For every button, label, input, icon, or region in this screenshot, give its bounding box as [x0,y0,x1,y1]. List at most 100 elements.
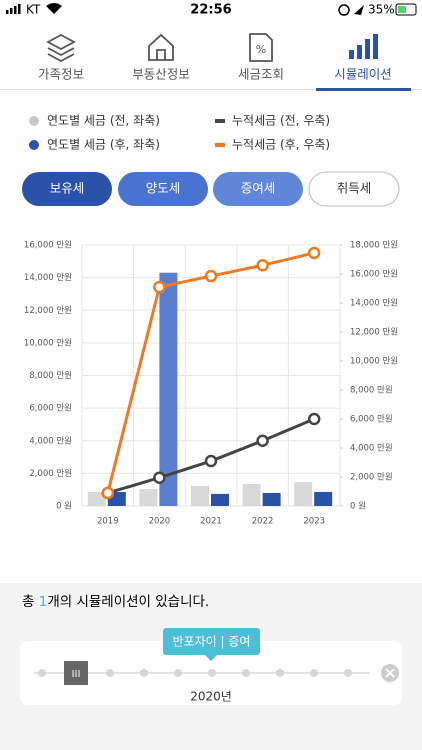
clock: 22:56 [190,3,231,18]
bar [314,491,333,506]
bar [294,482,313,506]
tax-button-label: 양도세 [146,181,181,196]
y2-tick-label: 10,000 만원 [350,357,398,367]
slider-dot [38,669,46,677]
tax-button[interactable] [308,171,400,207]
summary-text: 개의 시뮬레이션이 있습니다. [47,594,209,610]
bar [262,492,281,506]
tab-underline [316,88,411,91]
battery-level [398,6,406,13]
signal [14,6,17,14]
bar [159,272,178,506]
y2-tick-label: 0 원 [350,502,366,512]
bar [191,485,209,506]
line-point [307,246,321,260]
tab-label[interactable]: 부동산정보 [132,67,190,82]
icon-bar [357,45,362,59]
slider-handle[interactable] [64,661,88,685]
handle-label: III [72,669,81,680]
battery [395,3,417,16]
slider-dot [106,669,114,677]
y2-tick-label: 4,000 만원 [350,444,393,454]
line-point [204,454,218,468]
y2-tick-label: 12,000 만원 [350,328,398,338]
tax-button[interactable] [22,172,112,206]
x-tick-label: 2020 [149,517,171,527]
slider-dot [276,669,284,677]
y-tick-label: 12,000 만원 [24,306,72,316]
slider-dot [140,669,148,677]
bar [139,489,158,506]
line-point [101,486,115,500]
y-tick-label: 0 원 [56,502,72,512]
signal [10,8,13,14]
location-icon [354,5,364,15]
tab-icons: % [46,33,273,63]
legend-label: 연도별 세금 (전, 좌축) [47,114,160,128]
signal [18,4,21,14]
y2-tick-label: 2,000 만원 [350,473,393,483]
bar [87,491,106,506]
signal [6,10,9,14]
line-point [256,259,269,272]
slider-dot [242,669,250,677]
tax-button[interactable] [213,172,303,206]
x-tick-label: 2019 [97,517,119,527]
slider-dot [344,669,352,677]
line-point [153,280,166,294]
carrier: KT [26,3,41,17]
y2-tick-label: 18,000 만원 [350,241,398,251]
lock-icon [338,4,350,16]
bar [242,483,261,506]
slider-dot [174,669,182,677]
doc-icon [249,33,273,62]
x-tick-label: 2023 [303,517,325,527]
line-point [204,269,218,283]
y-tick-label: 14,000 만원 [24,273,72,283]
legend-marker [29,140,39,150]
y2-tick-label: 6,000 만원 [350,415,393,425]
legend: 연도별 세금 (전, 좌축) 연도별 세금 (후, 좌축) 누적세금 (전, 우축)… [29,114,330,152]
line-point [256,434,269,447]
y2-tick-label: 8,000 만원 [350,386,393,396]
tab-label[interactable]: 시뮬레이션 [334,67,392,82]
tax-button-label: 보유세 [50,181,85,196]
y-tick-label: 8,000 만원 [29,371,72,381]
wifi-icon [46,3,62,14]
icon-bar [349,50,354,59]
bar [211,493,229,506]
year-label: 2020년 [190,690,232,704]
tax-button[interactable] [118,172,208,206]
legend-marker [215,143,225,147]
y2-tick-label: 16,000 만원 [350,270,398,280]
tax-button-label: 증여세 [241,181,276,196]
legend-marker [29,116,39,126]
home-icon [148,33,174,61]
y-tick-label: 4,000 만원 [29,436,72,446]
tab-label[interactable]: 가족정보 [38,67,84,82]
tooltip [163,628,260,655]
legend-label: 누적세금 (후, 우축) [232,138,330,152]
slider-dot [310,669,318,677]
y-tick-label: 2,000 만원 [29,469,72,479]
tooltip-arrow [205,655,217,661]
slider-dot [208,669,216,677]
y-tick-label: 10,000 만원 [24,338,72,348]
summary: 총 1개의 시뮬레이션이 있습니다. [22,594,209,610]
y-tick-label: 6,000 만원 [29,404,72,414]
tooltip-text: 반포자이 | 증여 [173,635,251,649]
y2-tick-label: 14,000 만원 [350,299,398,309]
y-tick-label: 16,000 만원 [24,241,72,251]
close-icon [385,668,395,678]
tax-buttons: 보유세 양도세 증여세 취득세 [22,171,400,207]
x-tick-label: 2021 [200,517,222,527]
tax-button-label: 취득세 [337,181,372,196]
legend-label: 연도별 세금 (후, 좌축) [47,138,160,152]
legend-marker [215,119,225,123]
icon-bar [373,34,378,59]
tabs: 가족정보 부동산정보 세금조회 시뮬레이션 [38,67,392,82]
tab-label[interactable]: 세금조회 [238,67,284,82]
chart-icon [349,34,378,59]
line-point [153,471,166,484]
